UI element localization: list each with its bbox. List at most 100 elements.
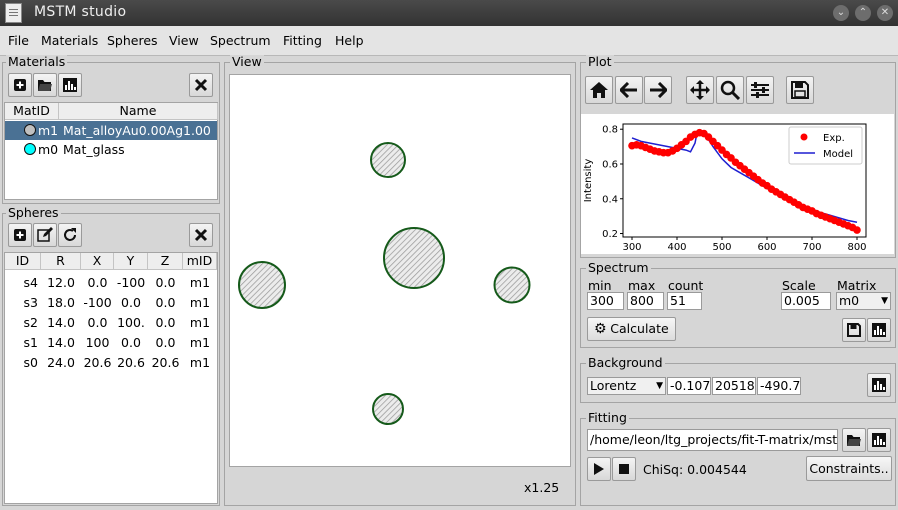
menu-spectrum[interactable]: Spectrum (210, 33, 271, 48)
material-id: m1 (38, 123, 59, 138)
menu-file[interactable]: File (8, 33, 29, 48)
chisq-value: ChiSq: 0.004544 (643, 462, 747, 477)
plot-area[interactable]: 300 400 500 600 700 800 0.2 0.4 0.6 0.8 Intensity E… (581, 114, 894, 254)
back-button[interactable] (615, 76, 643, 104)
table-row[interactable]: s1 14.0 100 0.0 0.0 m1 (5, 332, 217, 352)
legend-exp-marker (800, 133, 808, 141)
material-name: Mat_glass (63, 142, 125, 157)
table-row[interactable]: s4 12.0 0.0 -100 0.0 m1 (5, 272, 217, 292)
table-cell: 0.0 (155, 295, 176, 310)
point-count-input[interactable]: 51 (667, 292, 702, 310)
table-cell: m1 (189, 315, 211, 330)
delete-material-button[interactable] (189, 73, 213, 97)
chart-icon (872, 323, 886, 337)
column-header-id[interactable]: ID (5, 253, 41, 270)
stop-icon (619, 464, 629, 474)
column-header-y[interactable]: Y (114, 253, 148, 270)
background-param-1-input[interactable]: -0.107 (667, 377, 711, 395)
column-header-x[interactable]: X (81, 253, 114, 270)
calculate-button[interactable]: ⚙ Calculate (587, 317, 676, 341)
plot-frame (622, 123, 867, 238)
menu-help[interactable]: Help (335, 33, 364, 48)
y-tick-label: 0.4 (602, 194, 618, 205)
table-cell: s0 (23, 355, 38, 370)
table-cell: 14.0 (47, 335, 75, 350)
view-canvas[interactable] (229, 74, 571, 467)
background-type-value: Lorentz (590, 378, 637, 393)
table-cell: s2 (23, 315, 38, 330)
open-fit-file-button[interactable] (842, 428, 866, 452)
column-header-mid[interactable]: mID (183, 253, 217, 270)
gears-icon: ⚙ (594, 321, 607, 337)
chevron-down-icon: ▼ (656, 381, 663, 391)
background-title: Background (586, 355, 665, 370)
x-tick-label: 400 (667, 242, 686, 253)
spheres-title: Spheres (6, 205, 61, 220)
material-color-swatch (24, 124, 36, 136)
edit-sphere-button[interactable] (33, 223, 57, 247)
start-fit-button[interactable] (587, 457, 611, 481)
scale-input[interactable]: 0.005 (781, 292, 831, 310)
x-tick-label: 500 (712, 242, 731, 253)
minimize-button[interactable]: ⌄ (833, 5, 849, 21)
sphere-circle[interactable] (372, 393, 404, 425)
sphere-circle[interactable] (493, 266, 531, 304)
y-tick-label: 0.6 (602, 159, 618, 170)
x-tick-label: 800 (847, 242, 866, 253)
sphere-circle[interactable] (238, 261, 286, 309)
refresh-spheres-button[interactable] (58, 223, 82, 247)
maximize-button[interactable]: ⌃ (855, 5, 871, 21)
home-button[interactable] (585, 76, 613, 104)
spheres-projection (238, 142, 531, 425)
table-row[interactable]: m0 Mat_glass (5, 140, 217, 159)
column-header-r[interactable]: R (41, 253, 81, 270)
add-material-button[interactable] (8, 73, 32, 97)
fitting-file-input[interactable]: /home/leon/ltg_projects/fit-T-matrix/mst… (587, 429, 838, 451)
matrix-select[interactable]: m0 ▼ (836, 292, 891, 310)
view-title: View (230, 54, 264, 69)
table-cell: 20.6 (151, 355, 180, 370)
delete-sphere-button[interactable] (189, 223, 213, 247)
add-sphere-button[interactable] (8, 223, 32, 247)
table-cell: s1 (23, 335, 38, 350)
sphere-circle[interactable] (370, 142, 406, 178)
menu-spheres[interactable]: Spheres (107, 33, 158, 48)
save-spectrum-button[interactable] (842, 318, 866, 342)
forward-button[interactable] (644, 76, 672, 104)
legend-exp-label: Exp. (823, 133, 845, 144)
load-material-button[interactable] (33, 73, 57, 97)
pan-button[interactable] (686, 76, 714, 104)
min-wavelength-input[interactable]: 300 (587, 292, 624, 310)
menu-view[interactable]: View (169, 33, 199, 48)
stop-fit-button[interactable] (612, 457, 636, 481)
materials-title: Materials (6, 54, 68, 69)
constraints-button[interactable]: Constraints.. (806, 456, 892, 481)
spectrum-title: Spectrum (586, 260, 651, 275)
background-type-select[interactable]: Lorentz ▼ (587, 377, 666, 395)
zoom-button[interactable] (716, 76, 744, 104)
table-row[interactable]: s2 14.0 0.0 100. 0.0 m1 (5, 312, 217, 332)
save-figure-button[interactable] (786, 76, 814, 104)
plot-spectrum-button[interactable] (867, 318, 891, 342)
configure-button[interactable] (746, 76, 774, 104)
table-row[interactable]: s3 18.0 -100 0.0 0.0 m1 (5, 292, 217, 312)
max-wavelength-input[interactable]: 800 (627, 292, 664, 310)
menu-materials[interactable]: Materials (41, 33, 99, 48)
sliders-icon (751, 82, 769, 98)
sphere-circle[interactable] (383, 227, 445, 289)
table-cell: 18.0 (47, 295, 75, 310)
table-row[interactable]: m1 Mat_alloyAu0.00Ag1.00 (5, 121, 217, 140)
table-row[interactable]: s0 24.0 20.6 20.6 20.6 m1 (5, 352, 217, 372)
column-header-name[interactable]: Name (59, 103, 218, 120)
y-axis-label: Intensity (583, 159, 594, 203)
plot-background-button[interactable] (867, 373, 891, 397)
background-param-2-input[interactable]: 20518 (712, 377, 756, 395)
plus-icon (14, 229, 26, 241)
close-window-button[interactable]: ✕ (877, 5, 893, 21)
background-param-3-input[interactable]: -490.7 (757, 377, 801, 395)
plot-fit-button[interactable] (867, 428, 891, 452)
column-header-z[interactable]: Z (148, 253, 183, 270)
column-header-matid[interactable]: MatID (5, 103, 59, 120)
plot-material-button[interactable] (58, 73, 82, 97)
menu-fitting[interactable]: Fitting (283, 33, 322, 48)
